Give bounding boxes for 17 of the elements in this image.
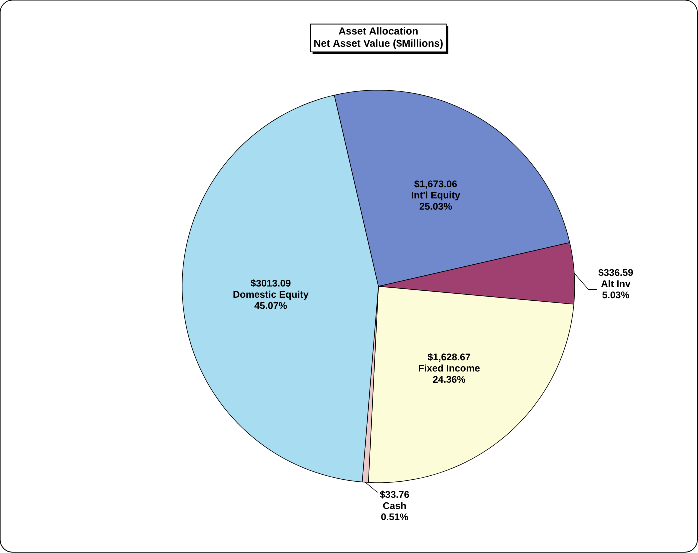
slice-label: Domestic Equity (234, 291, 309, 300)
chart-subtitle: Net Asset Value ($Millions) (314, 39, 443, 50)
text: 45.07% (254, 302, 288, 310)
data-label: $1,628.67 (428, 353, 470, 362)
slice-label: Cash (383, 502, 406, 510)
chart-title: Asset Allocation (339, 27, 418, 35)
data-label: $3013.09 (250, 280, 291, 288)
slice-label: Alt Inv (601, 280, 631, 288)
data-label: $33.76 (380, 490, 410, 499)
slice-label: Fixed Income (419, 364, 480, 372)
text: 25.03% (420, 203, 452, 210)
slice-label: Int'l Equity (412, 192, 460, 201)
text: 0.51% (382, 514, 408, 521)
text: 5.03% (602, 292, 630, 299)
text: 24.36% (433, 376, 466, 384)
data-label: $336.59 (598, 268, 634, 277)
data-label: $1,673.06 (414, 180, 458, 190)
